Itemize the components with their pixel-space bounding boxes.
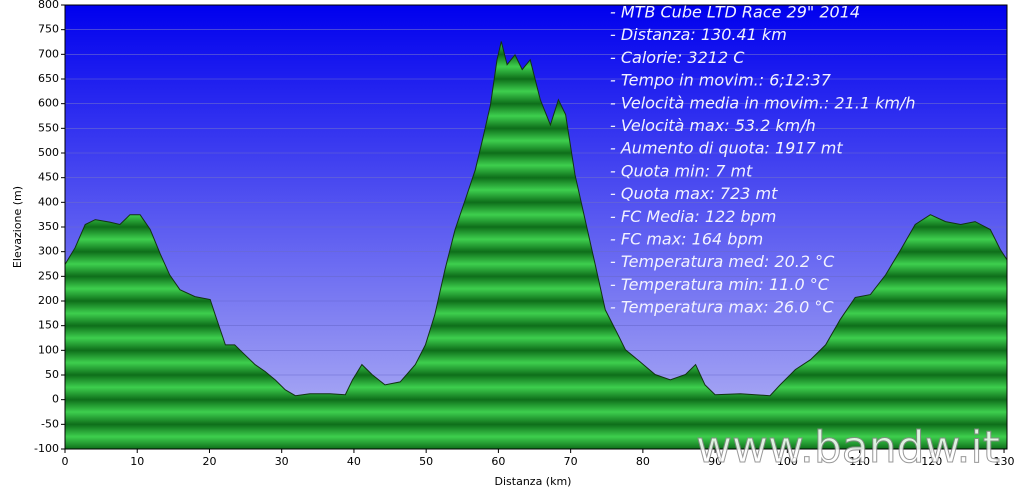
annotation: - Distanza: 130.41 km <box>610 25 787 44</box>
y-tick-label: 500 <box>38 146 59 159</box>
x-tick-label: 60 <box>491 455 505 468</box>
y-tick-label: -50 <box>41 417 59 430</box>
plot-frame <box>64 4 1008 450</box>
y-tick-label: 300 <box>38 245 59 258</box>
x-tick-label: 20 <box>202 455 216 468</box>
x-tick-label: 80 <box>636 455 650 468</box>
y-tick-label: 250 <box>38 269 59 282</box>
annotation: - MTB Cube LTD Race 29" 2014 <box>610 3 860 22</box>
y-tick-label: 50 <box>45 368 59 381</box>
x-tick-label: 50 <box>419 455 433 468</box>
y-tick-label: 400 <box>38 195 59 208</box>
x-tick-label: 90 <box>708 455 722 468</box>
y-tick-label: 100 <box>38 343 59 356</box>
annotation: - Tempo in movim.: 6;12:37 <box>610 71 832 90</box>
x-tick-label: 70 <box>564 455 578 468</box>
x-tick-label: 120 <box>921 455 942 468</box>
x-tick-label: 10 <box>130 455 144 468</box>
y-tick-label: 550 <box>38 121 59 134</box>
annotation: - Velocità media in movim.: 21.1 km/h <box>610 93 915 112</box>
annotation: - Temperatura med: 20.2 °C <box>610 252 835 271</box>
annotation: - Quota min: 7 mt <box>610 161 753 180</box>
y-tick-label: 600 <box>38 97 59 110</box>
annotation: - Aumento di quota: 1917 mt <box>610 139 843 158</box>
area-fill <box>65 41 1007 449</box>
y-tick-label: 700 <box>38 47 59 60</box>
x-tick-label: 130 <box>994 455 1015 468</box>
x-tick-label: 30 <box>275 455 289 468</box>
annotation: - Temperatura max: 26.0 °C <box>610 298 834 317</box>
y-tick-label: 200 <box>38 294 59 307</box>
y-axis-label: Elevazione (m) <box>11 186 24 268</box>
x-tick-label: 40 <box>347 455 361 468</box>
y-tick-label: 800 <box>38 0 59 11</box>
annotation: - Quota max: 723 mt <box>610 184 778 203</box>
annotation: - Calorie: 3212 C <box>610 48 745 67</box>
annotation: - FC Media: 122 bpm <box>610 207 776 226</box>
y-tick-label: 350 <box>38 220 59 233</box>
elevation-line <box>64 41 1008 397</box>
y-tick-label: 150 <box>38 319 59 332</box>
x-tick-label: 0 <box>62 455 69 468</box>
y-tick-label: 750 <box>38 23 59 36</box>
x-tick-label: 100 <box>777 455 798 468</box>
y-tick-label: -100 <box>34 442 59 455</box>
annotation: - Temperatura min: 11.0 °C <box>610 275 830 294</box>
annotation: - FC max: 164 bpm <box>610 230 763 249</box>
y-tick-label: 650 <box>38 72 59 85</box>
x-tick-label: 110 <box>849 455 870 468</box>
x-axis-label: Distanza (km) <box>495 475 572 488</box>
annotation: - Velocità max: 53.2 km/h <box>610 116 816 135</box>
watermark: www.bandw.it <box>696 422 1000 473</box>
y-tick-label: 450 <box>38 171 59 184</box>
y-tick-label: 0 <box>52 393 59 406</box>
